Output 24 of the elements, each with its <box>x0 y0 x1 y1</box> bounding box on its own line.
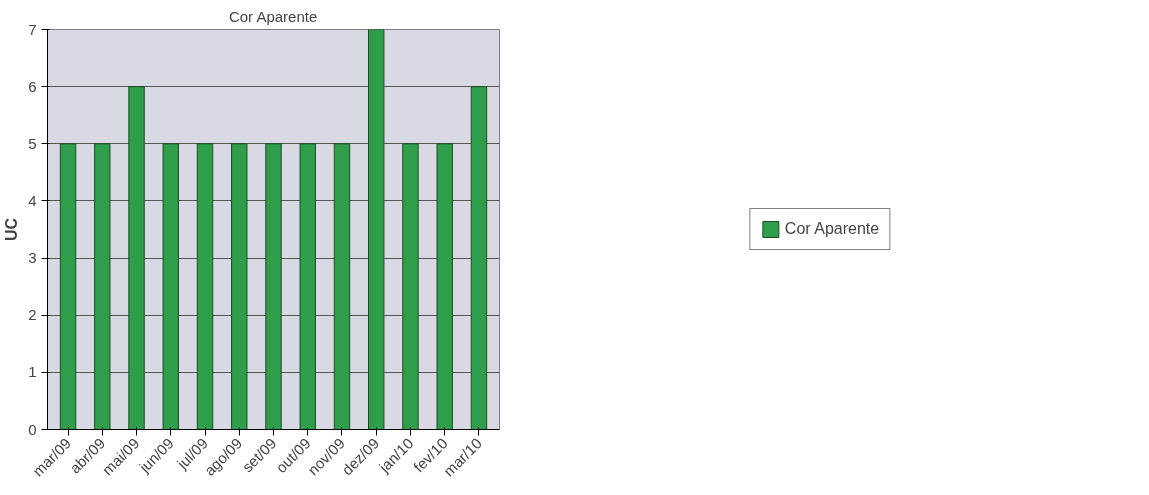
chart-title: Cor Aparente <box>228 7 318 25</box>
legend-label: Cor Aparente <box>784 220 880 238</box>
bar <box>436 143 453 430</box>
bar <box>402 143 419 430</box>
bar <box>231 143 248 430</box>
bar <box>470 86 488 430</box>
y-axis-title: UC <box>3 217 21 242</box>
y-tick-label: 0 <box>28 420 37 438</box>
y-tick-label: 3 <box>28 249 37 267</box>
bar <box>94 143 111 430</box>
y-tick-label: 6 <box>28 77 37 95</box>
y-tick-label: 4 <box>28 191 37 209</box>
bar <box>59 143 77 430</box>
y-tick-label: 2 <box>28 306 37 324</box>
bar <box>333 143 351 430</box>
bar <box>265 143 282 430</box>
y-tick-label: 7 <box>28 20 37 38</box>
bar <box>196 143 214 430</box>
y-tick-label: 5 <box>28 134 37 152</box>
bar <box>162 143 179 430</box>
bar <box>299 143 316 430</box>
bar <box>128 86 145 430</box>
bar <box>368 29 385 430</box>
y-tick-label: 1 <box>28 363 37 381</box>
